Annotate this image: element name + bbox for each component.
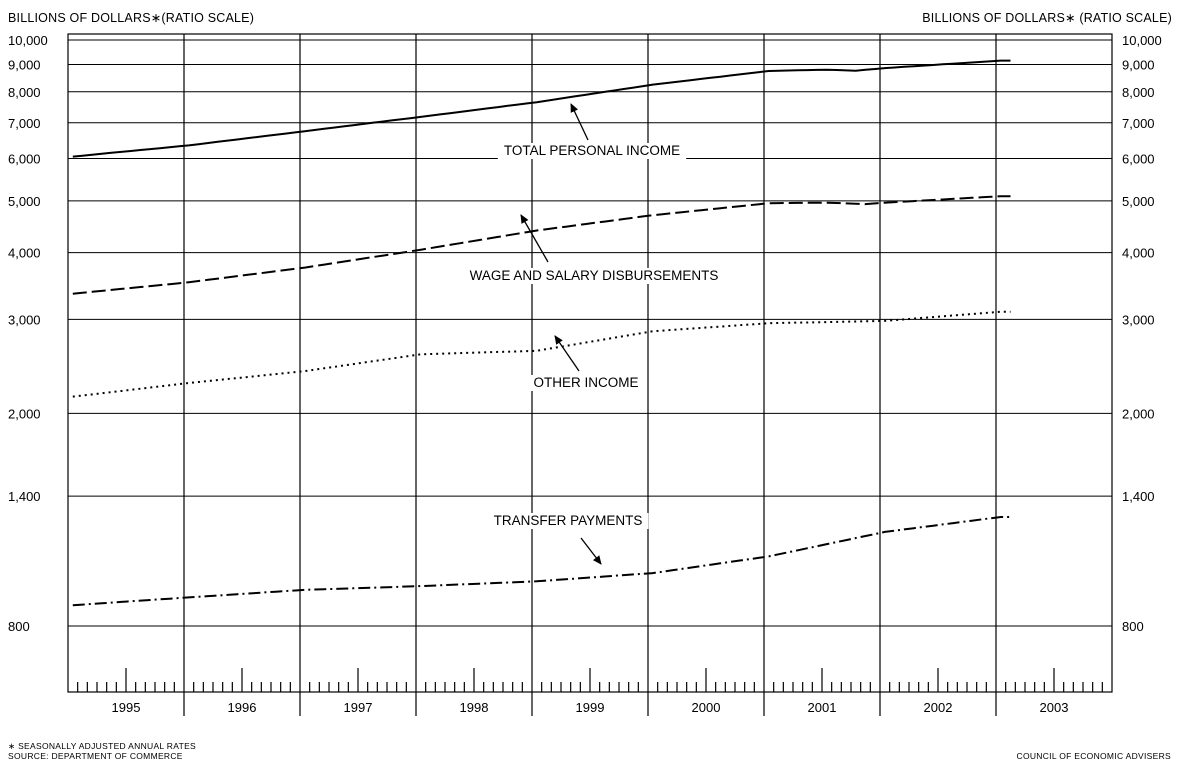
left-axis-title: BILLIONS OF DOLLARS∗(RATIO SCALE): [8, 11, 255, 25]
annotation-label: TOTAL PERSONAL INCOME: [504, 143, 680, 158]
annotation-label-background: [527, 375, 645, 391]
y-tick-label-right: 3,000: [1122, 312, 1155, 327]
y-tick-label-left: 5,000: [8, 194, 41, 209]
series-line-transfer-payments: [72, 516, 1011, 607]
x-tick-label: 1997: [344, 700, 373, 715]
footnote-seasonal: ∗ SEASONALLY ADJUSTED ANNUAL RATES: [8, 741, 197, 751]
left-y-axis: 800 1,400 2,000 3,000 4,000 5,000 6,000 7,000 8,…: [8, 33, 48, 634]
series-lines: [72, 59, 1011, 607]
y-tick-label-right: 1,400: [1122, 489, 1155, 504]
annotation-label-background: [497, 143, 687, 159]
y-tick-label-left: 1,400: [8, 489, 41, 504]
annotation-label-background: [463, 268, 725, 284]
y-tick-label-left: 10,000: [8, 33, 48, 48]
y-tick-label-right: 5,000: [1122, 194, 1155, 209]
x-tick-label: 2000: [692, 700, 721, 715]
y-tick-label-left: 7,000: [8, 116, 41, 131]
annotation-arrow: [580, 537, 602, 565]
series-line-wage-and-salary-disbursements: [72, 195, 1011, 295]
x-tick-label: 1996: [228, 700, 257, 715]
y-tick-label-left: 3,000: [8, 312, 41, 327]
x-tick-label: 1999: [576, 700, 605, 715]
x-tick-label: 1995: [112, 700, 141, 715]
y-tick-label-right: 10,000: [1122, 33, 1162, 48]
x-tick-label: 2002: [924, 700, 953, 715]
x-tick-label: 2003: [1040, 700, 1069, 715]
x-axis: 1995 1996 1997 1998 1999 2000 2001 2002 2003: [77, 668, 1103, 716]
y-tick-label-left: 8,000: [8, 85, 41, 100]
annotation-label-background: [487, 513, 649, 529]
y-tick-label-right: 9,000: [1122, 57, 1155, 72]
y-tick-label-right: 6,000: [1122, 152, 1155, 167]
x-tick-label: 1998: [460, 700, 489, 715]
footnote-source: SOURCE: DEPARTMENT OF COMMERCE: [8, 751, 183, 761]
y-tick-label-left: 800: [8, 619, 30, 634]
grid-lines: [68, 34, 1112, 692]
annotation-label: OTHER INCOME: [533, 375, 638, 390]
right-y-axis: 800 1,400 2,000 3,000 4,000 5,000 6,000 7,000 8,…: [1122, 33, 1162, 634]
y-tick-label-left: 9,000: [8, 57, 41, 72]
y-tick-label-right: 800: [1122, 619, 1144, 634]
credit-label: COUNCIL OF ECONOMIC ADVISERS: [1016, 751, 1171, 761]
y-tick-label-left: 4,000: [8, 246, 41, 261]
y-tick-label-right: 8,000: [1122, 85, 1155, 100]
y-tick-label-right: 2,000: [1122, 406, 1155, 421]
annotations: TOTAL PERSONAL INCOME WAGE AND SALARY DIS…: [463, 103, 725, 565]
annotation-arrow: [520, 214, 549, 263]
annotation-arrow: [554, 335, 580, 372]
plot-frame: [67, 33, 1113, 693]
annotation-arrow: [570, 103, 589, 141]
annotation-label: TRANSFER PAYMENTS: [494, 513, 643, 528]
x-tick-label: 2001: [808, 700, 837, 715]
series-line-total-personal-income: [72, 59, 1011, 158]
y-tick-label-left: 2,000: [8, 406, 41, 421]
annotation-label: WAGE AND SALARY DISBURSEMENTS: [470, 268, 719, 283]
series-line-other-income: [72, 310, 1011, 398]
y-tick-label-right: 7,000: [1122, 116, 1155, 131]
y-tick-label-left: 6,000: [8, 152, 41, 167]
y-tick-label-right: 4,000: [1122, 246, 1155, 261]
right-axis-title: BILLIONS OF DOLLARS∗ (RATIO SCALE): [922, 11, 1172, 25]
